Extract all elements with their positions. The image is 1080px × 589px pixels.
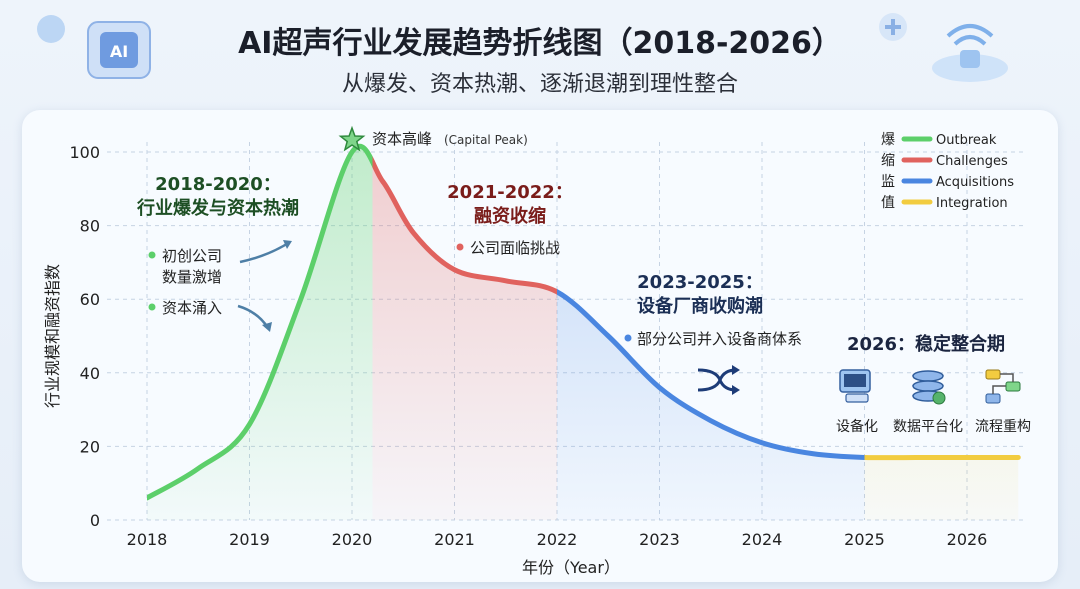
x-tick-label: 2024 (742, 530, 783, 549)
bullet-dot (148, 303, 156, 311)
bullet-dot (624, 334, 632, 342)
legend-label: Challenges (936, 154, 1008, 169)
page-title: AI超声行业发展趋势折线图（2018-2026） (238, 26, 842, 61)
arrow-head-icon (283, 240, 292, 249)
x-tick-label: 2025 (844, 530, 885, 549)
x-tick-label: 2020 (332, 530, 373, 549)
phase3-title-line2: 设备厂商收购潮 (637, 295, 763, 317)
phase-area-integration (864, 457, 1019, 520)
bullet-dot (148, 251, 156, 259)
peak-label-en: (Capital Peak) (444, 133, 528, 147)
phase2-bullet: 公司面临挑战 (470, 239, 560, 257)
peak-star-icon (338, 125, 366, 152)
legend-label: Integration (936, 196, 1008, 211)
phase2-title-line2: 融资收缩 (474, 205, 546, 227)
arrow-head-icon (262, 322, 272, 332)
y-tick-label: 60 (80, 290, 100, 309)
x-tick-label: 2019 (229, 530, 270, 549)
ultrasound-probe-icon (932, 24, 1008, 82)
shuffle-icon (697, 365, 740, 395)
page-subtitle: 从爆发、资本热潮、逐渐退潮到理性整合 (341, 72, 738, 97)
x-tick-label: 2021 (434, 530, 475, 549)
svg-text:AI: AI (110, 42, 128, 61)
y-tick-label: 100 (69, 143, 100, 162)
phase1-bullet1-line1: 初创公司 (162, 247, 222, 265)
phase1-bullet1-line2: 数量激增 (162, 268, 222, 286)
y-tick-label: 0 (90, 511, 100, 530)
arrow-icon (239, 240, 291, 264)
phase-area-acquisitions (557, 291, 865, 520)
database-icon (912, 370, 946, 405)
phase1-title-line2: 行业爆发与资本热潮 (136, 197, 299, 219)
medical-cross-icon (879, 13, 907, 41)
brain-icon (37, 15, 65, 43)
series-line-challenges (372, 156, 557, 295)
x-tick-label: 2022 (537, 530, 578, 549)
legend-side-char: 缩 (881, 153, 895, 169)
phase4-item-label: 数据平台化 (893, 419, 963, 435)
y-tick-label: 40 (80, 364, 100, 383)
x-tick-label: 2026 (947, 530, 988, 549)
phase1-bullet2: 资本涌入 (162, 299, 222, 317)
legend-label: Acquisitions (936, 175, 1014, 190)
series-line-outbreak (147, 143, 373, 501)
phase1-title-line1: 2018-2020： (155, 174, 281, 195)
y-axis-title: 行业规模和融资指数 (43, 264, 62, 408)
phase4-title: 2026：稳定整合期 (847, 333, 1005, 355)
y-tick-label: 80 (80, 217, 100, 236)
x-axis-title: 年份（Year） (522, 558, 620, 577)
phase2-title-line1: 2021-2022： (447, 182, 573, 203)
phase-area-outbreak (147, 146, 373, 520)
workflow-icon (985, 369, 1021, 404)
phase3-bullet: 部分公司并入设备商体系 (637, 330, 802, 348)
legend-label: Outbreak (936, 133, 997, 148)
phase4-item-label: 设备化 (836, 418, 878, 435)
device-icon (839, 369, 871, 403)
legend-side-char: 监 (881, 174, 895, 190)
phase4-item-label: 流程重构 (975, 419, 1031, 435)
legend-side-char: 值 (881, 195, 895, 211)
phase-area-challenges (372, 161, 557, 520)
ai-chip-icon: AI (87, 21, 151, 79)
peak-label: 资本高峰 (372, 130, 432, 148)
y-tick-label: 20 (80, 437, 100, 456)
phase3-title-line1: 2023-2025： (637, 272, 763, 293)
x-tick-label: 2018 (127, 530, 168, 549)
x-tick-label: 2023 (639, 530, 680, 549)
bullet-dot (456, 243, 464, 251)
legend-side-char: 爆 (881, 132, 895, 148)
series-line-acquisitions (557, 289, 865, 460)
